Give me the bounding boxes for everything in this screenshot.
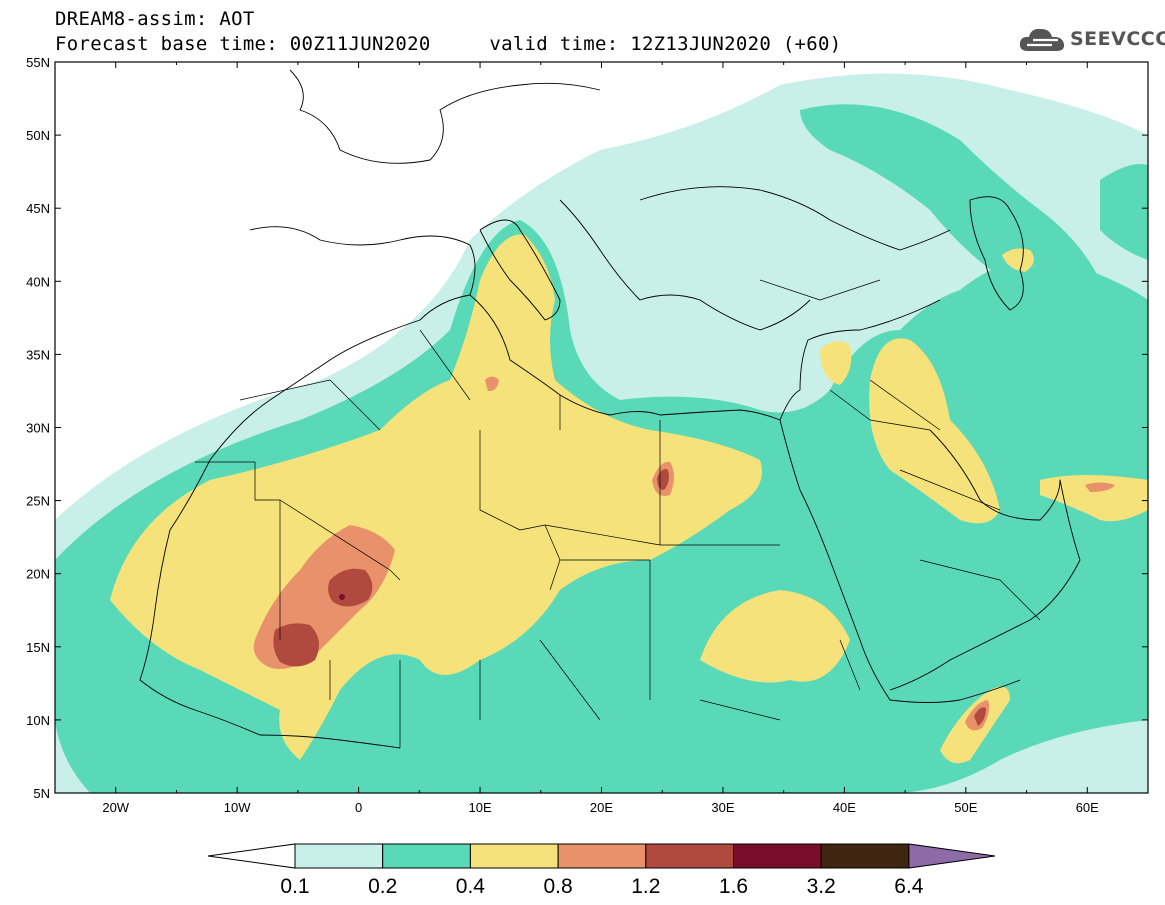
colorbar-segment [733,843,822,869]
lat-label: 15N [26,640,50,655]
aot-region-extreme [339,594,345,600]
colorbar-segment [557,843,647,869]
cloud-logo-icon [1019,28,1065,51]
colorbar-segment [469,843,559,869]
aot-region-medium-iraq [820,341,852,385]
lat-label: 50N [26,128,50,143]
lat-label: 45N [26,201,50,216]
aot-region-very-high-somalia [974,707,986,726]
lat-label: 10N [26,713,50,728]
latitude-labels: 55N 50N 45N 40N 35N 30N 25N 20N 15N 10N 5N [26,55,50,801]
forecast-time-subtitle: Forecast base time: 00Z11JUN2020 valid t… [55,33,842,55]
colorbar-label: 0.2 [368,875,397,898]
coastline-mediterranean-south [469,294,781,421]
coastline-north-europe [289,69,601,164]
colorbar-label: 1.6 [719,875,748,898]
colorbar-min-arrow [207,843,296,869]
coastline-west-africa [139,294,471,749]
axis-ticks [54,61,1149,794]
colorbar-segment [645,843,734,869]
lat-label: 35N [26,347,50,362]
lon-label: 10E [468,800,491,815]
aot-region-very-high-mali [273,623,319,667]
colorbar [207,843,996,869]
colorbar-segment [820,843,910,869]
longitude-labels: 20W 10W 0 10E 20E 30E 40E 50E 60E [102,800,1099,815]
aot-region-low-north [800,104,1100,294]
aot-region-high-gulf [1085,482,1115,492]
lat-label: 40N [26,274,50,289]
logo-text: SEEVCCC [1070,28,1165,50]
lon-label: 0 [355,800,362,815]
aot-region-low-east [1100,164,1148,260]
lon-label: 20W [102,800,129,815]
map-title: DREAM8-assim: AOT [55,8,255,30]
lon-label: 20E [590,800,613,815]
seevccc-logo: SEEVCCC [1018,24,1165,54]
lat-label: 55N [26,55,50,70]
coastline-caspian [969,196,1024,311]
coastline-red-sea [779,419,1021,703]
lon-label: 10W [224,800,251,815]
aot-region-medium-caspian [1002,248,1034,272]
lat-label: 5N [33,786,50,801]
colorbar-segment [294,843,384,869]
lat-label: 20N [26,567,50,582]
coastline-arabia [779,299,1081,691]
colorbar-label: 0.1 [280,875,309,898]
colorbar-label: 1.2 [631,875,660,898]
coastlines-and-borders [139,69,1081,749]
colorbar-segment [382,843,471,869]
colorbar-labels: 0.1 0.2 0.4 0.8 1.2 1.6 3.2 6.4 [280,875,923,898]
lon-label: 60E [1076,800,1099,815]
aot-region-high-algeria [485,376,499,392]
aot-shading [55,62,1148,793]
colorbar-label: 0.8 [543,875,572,898]
border-lines [195,279,1041,748]
colorbar-label: 3.2 [807,875,836,898]
aot-region-medium-sudan [700,590,850,683]
lat-label: 25N [26,494,50,509]
aot-region-medium-gulf [1040,475,1148,522]
lat-label: 30N [26,421,50,436]
colorbar-label: 0.4 [456,875,486,898]
lon-label: 30E [711,800,734,815]
lon-label: 40E [833,800,856,815]
colorbar-label: 6.4 [894,875,924,898]
colorbar-max-arrow [908,843,996,869]
coastline-europe [249,186,951,331]
lon-label: 50E [954,800,977,815]
